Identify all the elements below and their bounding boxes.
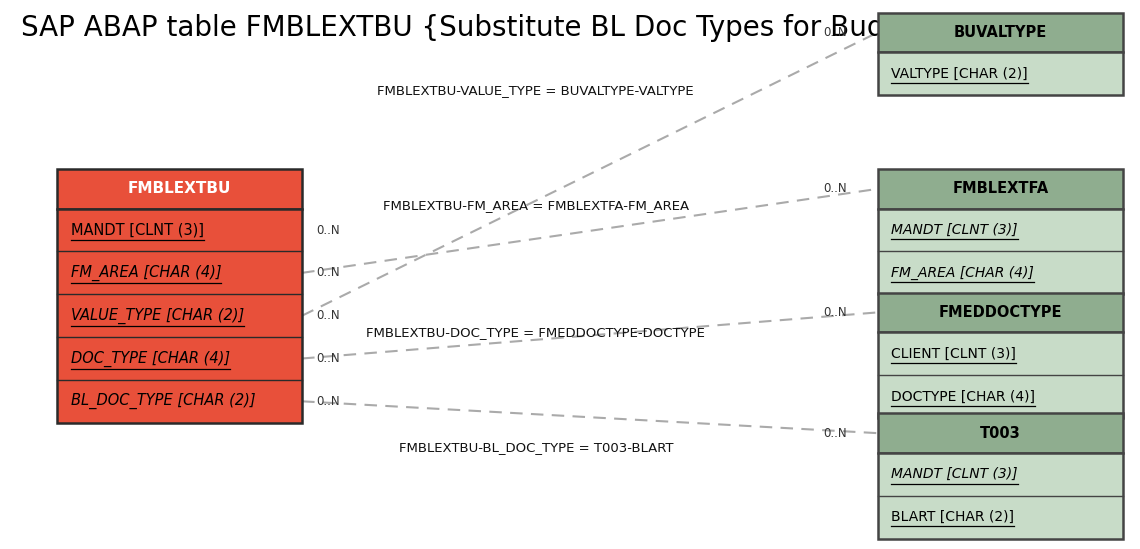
Text: BUVALTYPE: BUVALTYPE xyxy=(954,25,1047,40)
Text: FM_AREA [CHAR (4)]: FM_AREA [CHAR (4)] xyxy=(891,266,1034,280)
FancyBboxPatch shape xyxy=(878,169,1123,209)
Text: 0..N: 0..N xyxy=(823,306,847,319)
Text: 0..N: 0..N xyxy=(823,427,847,440)
Text: VALTYPE [CHAR (2)]: VALTYPE [CHAR (2)] xyxy=(891,66,1028,81)
Text: FMBLEXTBU-BL_DOC_TYPE = T003-BLART: FMBLEXTBU-BL_DOC_TYPE = T003-BLART xyxy=(399,441,673,454)
Text: 0..N: 0..N xyxy=(316,266,340,279)
Text: MANDT [CLNT (3)]: MANDT [CLNT (3)] xyxy=(891,467,1018,481)
FancyBboxPatch shape xyxy=(878,52,1123,95)
Text: 0..N: 0..N xyxy=(823,26,847,39)
Text: FMEDDOCTYPE: FMEDDOCTYPE xyxy=(938,305,1062,320)
Text: FMBLEXTBU-VALUE_TYPE = BUVALTYPE-VALTYPE: FMBLEXTBU-VALUE_TYPE = BUVALTYPE-VALTYPE xyxy=(377,84,694,97)
Text: FMBLEXTBU-FM_AREA = FMBLEXTFA-FM_AREA: FMBLEXTBU-FM_AREA = FMBLEXTFA-FM_AREA xyxy=(383,199,689,212)
FancyBboxPatch shape xyxy=(57,209,302,423)
Text: SAP ABAP table FMBLEXTBU {Substitute BL Doc Types for Budget Docs}: SAP ABAP table FMBLEXTBU {Substitute BL … xyxy=(21,14,1024,42)
Text: CLIENT [CLNT (3)]: CLIENT [CLNT (3)] xyxy=(891,346,1017,361)
Text: FM_AREA [CHAR (4)]: FM_AREA [CHAR (4)] xyxy=(71,265,221,281)
Text: FMBLEXTFA: FMBLEXTFA xyxy=(952,181,1049,197)
Text: 0..N: 0..N xyxy=(316,395,340,408)
Text: VALUE_TYPE [CHAR (2)]: VALUE_TYPE [CHAR (2)] xyxy=(71,307,244,324)
Text: MANDT [CLNT (3)]: MANDT [CLNT (3)] xyxy=(71,222,204,238)
Text: FMBLEXTBU: FMBLEXTBU xyxy=(128,181,231,197)
Text: 0..N: 0..N xyxy=(316,309,340,322)
Text: 0..N: 0..N xyxy=(316,352,340,365)
FancyBboxPatch shape xyxy=(878,13,1123,52)
Text: BLART [CHAR (2)]: BLART [CHAR (2)] xyxy=(891,510,1015,524)
Text: 0..N: 0..N xyxy=(823,182,847,195)
Text: DOC_TYPE [CHAR (4)]: DOC_TYPE [CHAR (4)] xyxy=(71,350,230,367)
Text: FMBLEXTBU-DOC_TYPE = FMEDDOCTYPE-DOCTYPE: FMBLEXTBU-DOC_TYPE = FMEDDOCTYPE-DOCTYPE xyxy=(366,326,706,339)
FancyBboxPatch shape xyxy=(878,209,1123,294)
Text: BL_DOC_TYPE [CHAR (2)]: BL_DOC_TYPE [CHAR (2)] xyxy=(71,393,255,410)
FancyBboxPatch shape xyxy=(878,332,1123,418)
FancyBboxPatch shape xyxy=(878,453,1123,539)
FancyBboxPatch shape xyxy=(57,169,302,209)
FancyBboxPatch shape xyxy=(878,293,1123,332)
Text: T003: T003 xyxy=(980,425,1020,441)
Text: 0..N: 0..N xyxy=(316,223,340,237)
Text: DOCTYPE [CHAR (4)]: DOCTYPE [CHAR (4)] xyxy=(891,389,1035,404)
Text: MANDT [CLNT (3)]: MANDT [CLNT (3)] xyxy=(891,223,1018,237)
FancyBboxPatch shape xyxy=(878,413,1123,453)
